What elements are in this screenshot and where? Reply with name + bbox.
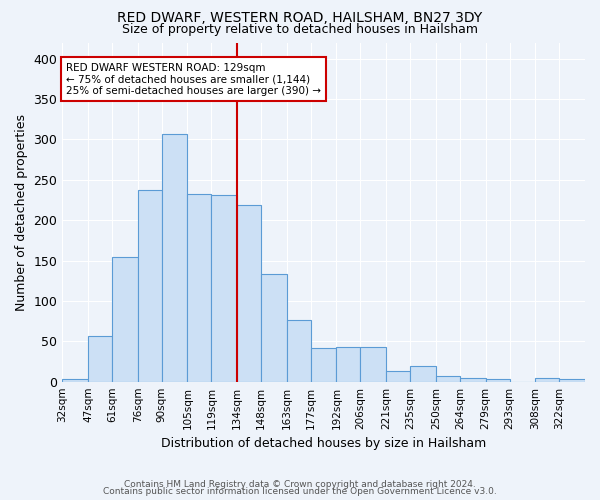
Bar xyxy=(485,380,509,382)
Text: Size of property relative to detached houses in Hailsham: Size of property relative to detached ho… xyxy=(122,22,478,36)
Bar xyxy=(559,380,585,382)
Bar xyxy=(386,371,410,382)
Bar xyxy=(410,366,436,382)
Bar xyxy=(62,380,88,382)
Bar xyxy=(261,274,287,382)
Text: RED DWARF WESTERN ROAD: 129sqm
← 75% of detached houses are smaller (1,144)
25% : RED DWARF WESTERN ROAD: 129sqm ← 75% of … xyxy=(66,62,321,96)
Bar xyxy=(237,205,261,382)
Y-axis label: Number of detached properties: Number of detached properties xyxy=(15,114,28,310)
X-axis label: Distribution of detached houses by size in Hailsham: Distribution of detached houses by size … xyxy=(161,437,486,450)
Text: Contains public sector information licensed under the Open Government Licence v3: Contains public sector information licen… xyxy=(103,487,497,496)
Bar xyxy=(112,256,137,382)
Bar xyxy=(361,347,386,382)
Bar xyxy=(187,194,211,382)
Bar xyxy=(311,348,337,382)
Bar xyxy=(337,347,361,382)
Bar xyxy=(460,378,485,382)
Text: RED DWARF, WESTERN ROAD, HAILSHAM, BN27 3DY: RED DWARF, WESTERN ROAD, HAILSHAM, BN27 … xyxy=(118,11,482,25)
Bar xyxy=(137,190,161,382)
Bar xyxy=(211,195,237,382)
Bar xyxy=(88,336,112,382)
Bar xyxy=(287,320,311,382)
Bar xyxy=(535,378,559,382)
Bar xyxy=(436,376,460,382)
Bar xyxy=(161,134,187,382)
Text: Contains HM Land Registry data © Crown copyright and database right 2024.: Contains HM Land Registry data © Crown c… xyxy=(124,480,476,489)
